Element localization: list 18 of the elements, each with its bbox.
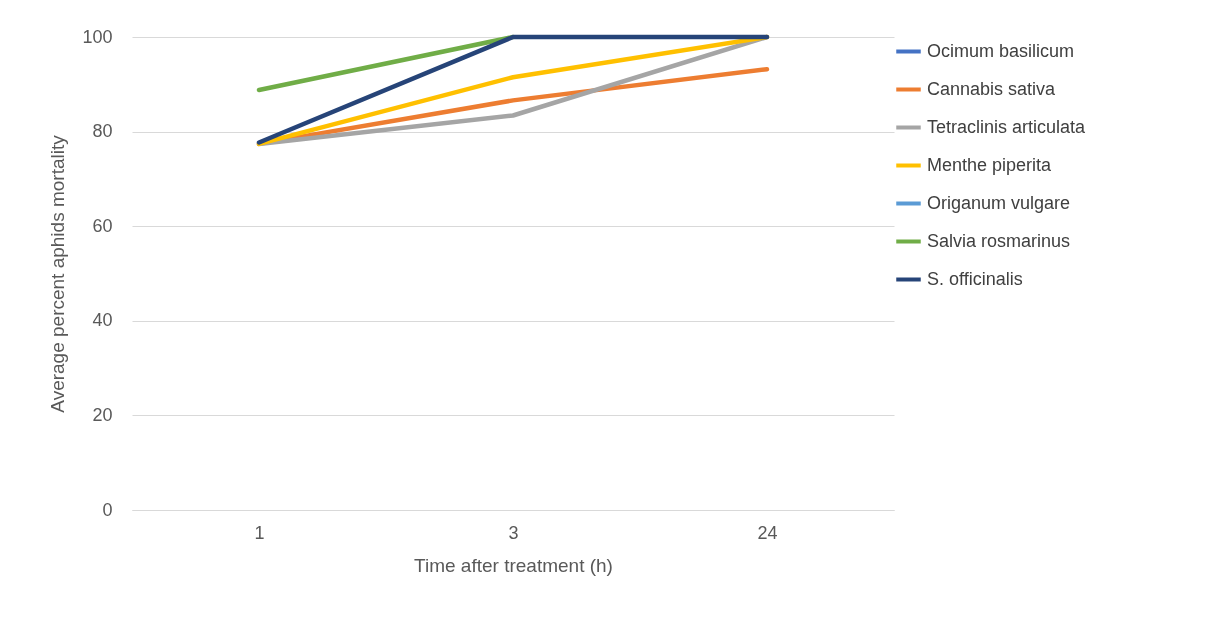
legend-label: Ocimum basilicum — [927, 40, 1075, 61]
x-tick-label: 3 — [508, 522, 519, 543]
y-tick-label: 0 — [102, 499, 113, 520]
x-tick-label: 24 — [757, 522, 778, 543]
x-axis-title: Time after treatment (h) — [414, 554, 613, 576]
legend-label: Cannabis sativa — [927, 78, 1057, 99]
y-axis-title: Average percent aphids mortality — [47, 134, 69, 413]
x-tick-label: 1 — [254, 522, 265, 543]
legend-label: Salvia rosmarinus — [927, 230, 1071, 251]
legend-label: Origanum vulgare — [927, 192, 1071, 213]
legend-label: S. officinalis — [927, 268, 1023, 289]
legend-label: Menthe piperita — [927, 154, 1053, 175]
y-tick-label: 40 — [92, 310, 113, 331]
y-tick-label: 80 — [92, 121, 113, 142]
legend-label: Tetraclinis articulata — [927, 116, 1087, 137]
y-tick-label: 100 — [82, 26, 113, 47]
y-tick-label: 60 — [92, 215, 113, 236]
y-tick-label: 20 — [92, 404, 113, 425]
